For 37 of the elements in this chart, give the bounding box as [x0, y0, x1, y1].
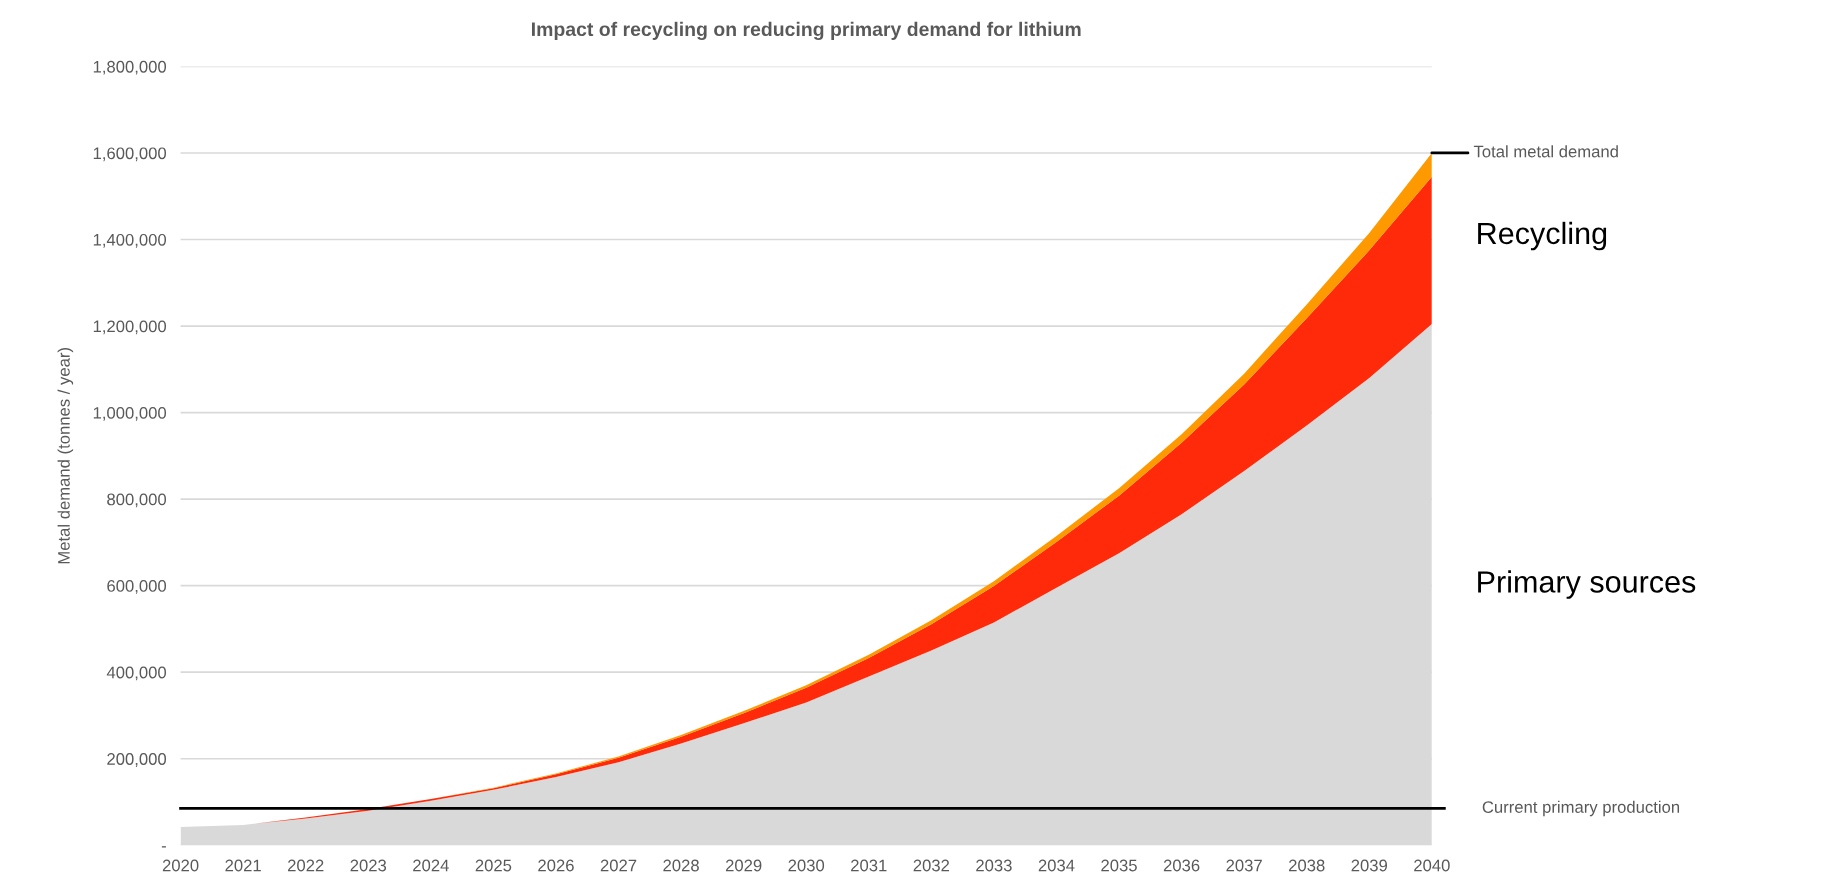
y-tick-label: 1,800,000	[93, 60, 167, 75]
x-tick-label: 2028	[663, 859, 699, 872]
y-tick-label: 800,000	[107, 493, 167, 508]
x-tick-label: 2022	[288, 859, 324, 872]
y-tick-label: 200,000	[107, 753, 167, 767]
x-tick-label: 2031	[851, 859, 887, 872]
y-tick-label: 1,600,000	[93, 147, 167, 162]
chart-title: Impact of recycling on reducing primary demand for lithium	[532, 21, 1081, 41]
x-tick-label: 2032	[913, 859, 950, 872]
x-tick-label: 2025	[475, 859, 512, 872]
series-label: Primary sources	[1478, 570, 1696, 599]
y-tick-label: 1,400,000	[93, 233, 167, 248]
y-tick-label: 1,200,000	[93, 320, 167, 335]
x-tick-label: 2020	[162, 859, 199, 872]
x-tick-label: 2030	[788, 859, 825, 872]
x-tick-label: 2024	[413, 859, 449, 872]
y-tick-label: 400,000	[106, 666, 167, 681]
x-tick-label: 2027	[600, 859, 637, 872]
x-tick-label: 2023	[350, 859, 387, 872]
y-axis-title: Metal demand (tonnes / year)	[57, 348, 74, 564]
y-tick-label: 600,000	[107, 580, 167, 594]
ref-line-label: Current primary production	[1482, 800, 1680, 817]
x-tick-label: 2039	[1351, 859, 1388, 872]
x-tick-label: 2034	[1038, 859, 1075, 872]
x-tick-label: 2026	[538, 859, 574, 872]
series-label: Recycling	[1478, 221, 1607, 251]
x-tick-label: 2035	[1101, 859, 1137, 872]
annotation: Total metal demand	[1473, 145, 1618, 158]
x-tick-label: 2040	[1414, 859, 1450, 872]
x-tick-label: 2036	[1163, 859, 1200, 872]
x-tick-label: 2021	[225, 859, 261, 872]
y-tick-label: -	[161, 846, 166, 848]
x-tick-label: 2029	[725, 859, 762, 872]
x-tick-label: 2033	[976, 859, 1012, 872]
x-tick-label: 2037	[1226, 859, 1262, 872]
x-tick-label: 2038	[1289, 859, 1325, 872]
y-tick-label: 1,000,000	[93, 406, 167, 421]
